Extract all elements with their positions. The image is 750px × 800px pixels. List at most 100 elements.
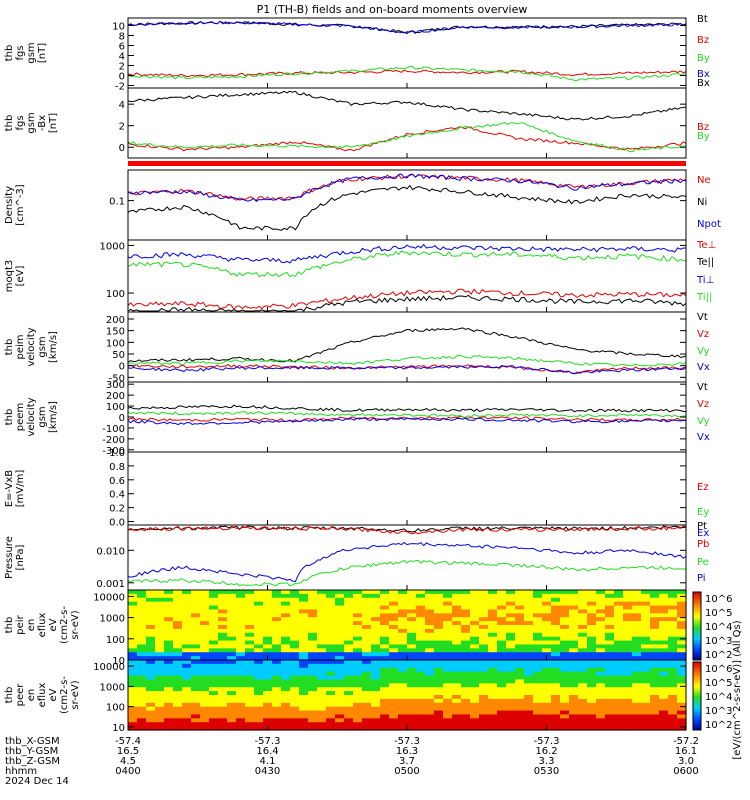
spectrogram-cell	[542, 621, 552, 626]
spectrogram-cell	[506, 617, 516, 622]
spectrogram-cell	[218, 683, 228, 688]
spectrogram-cell	[155, 656, 165, 661]
spectrogram-cell	[524, 656, 534, 661]
spectrogram-cell	[533, 597, 543, 603]
spectrogram-cell	[191, 609, 201, 614]
spectrogram-cell	[191, 698, 201, 704]
spectrogram-cell	[245, 663, 255, 669]
spectrogram-cell	[317, 640, 327, 646]
spectrogram-cell	[380, 679, 390, 684]
spectrogram-cell	[479, 609, 489, 614]
spectrogram-cell	[425, 675, 435, 681]
spectrogram-cell	[317, 656, 327, 661]
ephemeris-value: 0600	[673, 766, 698, 777]
spectrogram-cell	[299, 656, 309, 661]
spectrogram-cell	[137, 601, 147, 607]
spectrogram-cell	[272, 613, 282, 618]
spectrogram-cell	[425, 628, 435, 634]
spectrogram-cell	[569, 621, 579, 626]
spectrogram-cell	[596, 698, 606, 704]
spectrogram-cell	[533, 726, 543, 731]
spectrogram-cell	[668, 695, 678, 700]
spectrogram-cell	[452, 621, 462, 626]
spectrogram-cell	[407, 625, 417, 630]
spectrogram-cell	[389, 687, 399, 692]
spectrogram-cell	[344, 590, 354, 595]
legend-Vx: Vx	[697, 432, 710, 443]
spectrogram-cell	[209, 652, 219, 657]
y-tick-label: -50	[109, 373, 125, 384]
spectrogram-cell	[596, 679, 606, 684]
spectrogram-cell	[299, 679, 309, 684]
spectrogram-cell	[443, 590, 453, 595]
spectrogram-cell	[461, 691, 471, 696]
spectrogram-cell	[488, 663, 498, 669]
spectrogram-cell	[200, 695, 210, 700]
spectrogram-cell	[164, 706, 174, 712]
spectrogram-cell	[614, 714, 624, 719]
spectrogram-cell	[488, 679, 498, 684]
spectrogram-cell	[326, 702, 336, 708]
spectrogram-cell	[263, 679, 273, 684]
y-axis-label: Density	[4, 186, 15, 224]
spectrogram-cell	[578, 679, 588, 684]
spectrogram-cell	[587, 632, 597, 638]
spectrogram-cell	[389, 698, 399, 704]
spectrogram-cell	[164, 667, 174, 673]
spectrogram-cell	[200, 722, 210, 727]
spectrogram-cell	[182, 675, 192, 681]
spectrogram-cell	[443, 683, 453, 688]
spectrogram-cell	[254, 648, 264, 653]
spectrogram-cell	[659, 636, 669, 642]
spectrogram-cell	[614, 652, 624, 657]
spectrogram-cell	[326, 695, 336, 700]
spectrogram-cell	[308, 632, 318, 638]
spectrogram-cell	[650, 605, 660, 611]
spectrogram-cell	[398, 601, 408, 607]
spectrogram-cell	[434, 714, 444, 719]
spectrogram-cell	[317, 726, 327, 731]
spectrogram-cell	[461, 640, 471, 646]
spectrogram-cell	[650, 698, 660, 704]
spectrogram-cell	[515, 706, 525, 712]
ephemeris-flag-bar	[128, 161, 686, 166]
spectrogram-cell	[146, 590, 156, 595]
spectrogram-cell	[425, 671, 435, 677]
y-axis-label: thb	[4, 339, 15, 356]
spectrogram-cell	[389, 702, 399, 708]
spectrogram-cell	[659, 660, 669, 665]
spectrogram-cell	[569, 695, 579, 700]
spectrogram-cell	[353, 636, 363, 642]
legend-Ey: Ey	[697, 507, 709, 518]
spectrogram-cell	[506, 667, 516, 673]
spectrogram-cell	[677, 644, 687, 649]
spectrogram-cell	[254, 718, 264, 723]
series-Te⊥	[127, 288, 687, 311]
spectrogram-cell	[407, 718, 417, 723]
spectrogram-cell	[137, 687, 147, 692]
y-tick-label: 0	[119, 143, 125, 154]
spectrogram-cell	[605, 617, 615, 622]
spectrogram-cell	[650, 667, 660, 673]
spectrogram-cell	[191, 675, 201, 681]
spectrogram-cell	[137, 726, 147, 731]
spectrogram-cell	[551, 663, 561, 669]
y-tick-label: 0.2	[109, 504, 125, 515]
ephemeris-value: 0430	[255, 766, 280, 777]
spectrogram-cell	[209, 687, 219, 692]
spectrogram-cell	[587, 605, 597, 611]
spectrogram-cell	[398, 613, 408, 618]
spectrogram-cell	[254, 601, 264, 607]
spectrogram-cell	[209, 656, 219, 661]
spectrogram-cell	[155, 687, 165, 692]
y-axis-label: thb	[4, 409, 15, 426]
spectrogram-cell	[587, 722, 597, 727]
spectrogram-cell	[398, 625, 408, 630]
spectrogram-cell	[236, 667, 246, 673]
spectrogram-cell	[641, 605, 651, 611]
spectrogram-cell	[299, 601, 309, 607]
spectrogram-cell	[263, 702, 273, 708]
spectrogram-cell	[605, 710, 615, 716]
spectrogram-cell	[263, 597, 273, 603]
